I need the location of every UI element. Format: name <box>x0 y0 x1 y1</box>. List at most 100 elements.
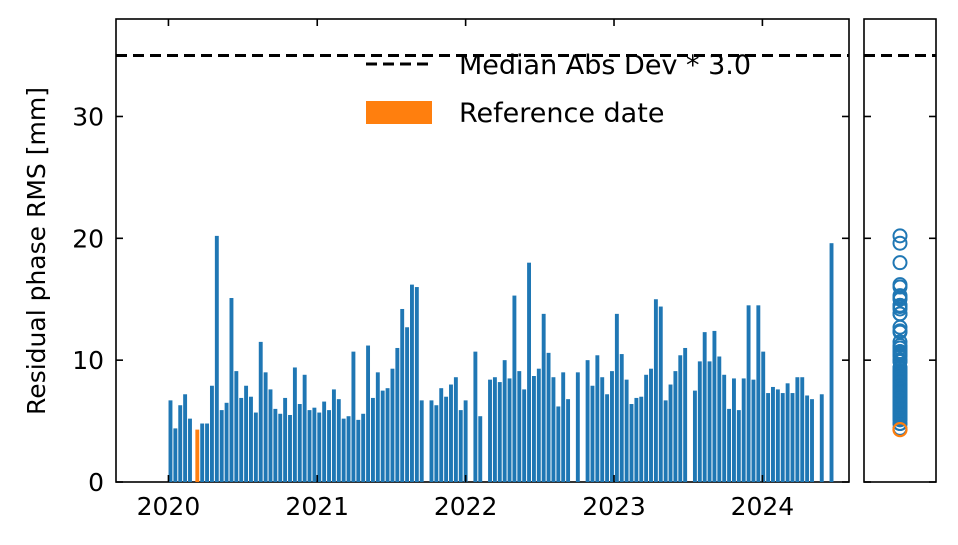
side-reference-point <box>892 422 908 438</box>
data-bar <box>766 393 771 482</box>
side-point <box>892 323 908 339</box>
data-bar <box>629 404 634 482</box>
x-tick-label: 2023 <box>582 492 646 521</box>
side-point <box>892 369 908 385</box>
data-bar <box>273 408 278 482</box>
data-bar <box>614 313 619 482</box>
data-bar <box>678 355 683 482</box>
data-bar <box>780 393 785 482</box>
data-bar <box>302 374 307 482</box>
data-bar <box>649 368 653 482</box>
data-bar <box>405 327 410 482</box>
data-bar <box>239 397 244 482</box>
data-bar <box>458 410 463 482</box>
y-tick-label: 10 <box>72 346 104 375</box>
side-point <box>892 255 908 271</box>
data-bar <box>819 394 824 482</box>
data-bar <box>702 332 707 482</box>
data-bar <box>785 383 790 482</box>
data-bar <box>322 401 327 482</box>
data-bar <box>566 399 571 482</box>
data-bar <box>390 368 395 482</box>
side-point <box>892 386 908 402</box>
y-axis-title: Residual phase RMS [mm] <box>22 87 51 415</box>
data-bar <box>517 371 522 482</box>
data-bar <box>288 414 292 482</box>
data-bar <box>336 399 341 482</box>
data-bar <box>492 377 497 482</box>
data-bar <box>536 368 541 482</box>
data-bar <box>214 235 219 482</box>
data-bar <box>263 372 268 482</box>
data-bar <box>317 412 322 482</box>
side-scatter-layer <box>892 228 908 438</box>
x-tick-label: 2020 <box>137 492 201 521</box>
main-ticks: 0 10 20 30 2020 2021 2022 2023 2024 <box>72 19 936 521</box>
data-bar <box>600 377 605 482</box>
data-bar <box>722 374 727 482</box>
data-bar <box>639 396 644 482</box>
data-bar <box>610 371 614 482</box>
data-bar <box>546 352 551 482</box>
y-tick-label: 20 <box>72 224 104 253</box>
side-point <box>892 306 908 322</box>
data-bar <box>258 341 263 482</box>
data-bar <box>585 360 590 482</box>
data-bar <box>658 306 663 482</box>
data-bar <box>370 397 375 482</box>
side-point <box>892 235 908 251</box>
data-bar <box>327 410 331 482</box>
legend-threshold-label: Median Abs Dev * 3.0 <box>459 50 751 81</box>
legend-reference-swatch <box>366 101 432 124</box>
data-bar <box>761 351 766 482</box>
main-plot-frame <box>115 18 850 483</box>
data-bar <box>683 347 688 482</box>
side-point <box>892 344 908 360</box>
data-bar <box>746 305 751 482</box>
data-bar <box>575 372 580 482</box>
data-bar <box>200 423 205 482</box>
data-bar <box>644 374 649 482</box>
data-bar <box>346 416 351 482</box>
x-tick-label: 2021 <box>285 492 349 521</box>
data-bar <box>522 389 527 482</box>
data-bar <box>183 394 188 482</box>
data-bar <box>434 405 439 482</box>
data-bar <box>727 408 732 482</box>
data-bar <box>619 354 624 482</box>
x-tick-label: 2022 <box>434 492 498 521</box>
data-bar <box>795 377 800 482</box>
data-bar <box>775 389 780 482</box>
data-bar <box>712 330 717 482</box>
data-bar <box>624 379 629 482</box>
data-bar <box>356 419 361 482</box>
data-bar <box>219 410 224 482</box>
data-bar <box>312 407 317 482</box>
data-bar <box>307 410 312 482</box>
data-bar <box>527 262 531 482</box>
data-bar <box>463 400 468 482</box>
data-bar <box>188 418 192 482</box>
data-bar <box>717 356 722 482</box>
side-point <box>892 391 908 407</box>
data-bar <box>375 372 380 482</box>
data-bar <box>453 377 458 482</box>
data-bar <box>488 379 492 482</box>
data-bar <box>209 385 214 482</box>
data-bar <box>741 378 746 482</box>
data-bar <box>473 351 478 482</box>
data-bar <box>444 396 449 482</box>
side-point <box>892 297 908 313</box>
data-bar <box>205 423 210 482</box>
data-bar <box>668 384 673 482</box>
data-bar <box>653 299 658 482</box>
data-bar <box>395 347 400 482</box>
data-bar <box>366 345 371 482</box>
data-bar <box>551 377 556 482</box>
data-bar <box>249 396 253 482</box>
data-bar <box>400 308 405 482</box>
side-plot-frame <box>863 18 937 483</box>
data-bar <box>756 305 761 482</box>
data-bar <box>810 399 814 482</box>
